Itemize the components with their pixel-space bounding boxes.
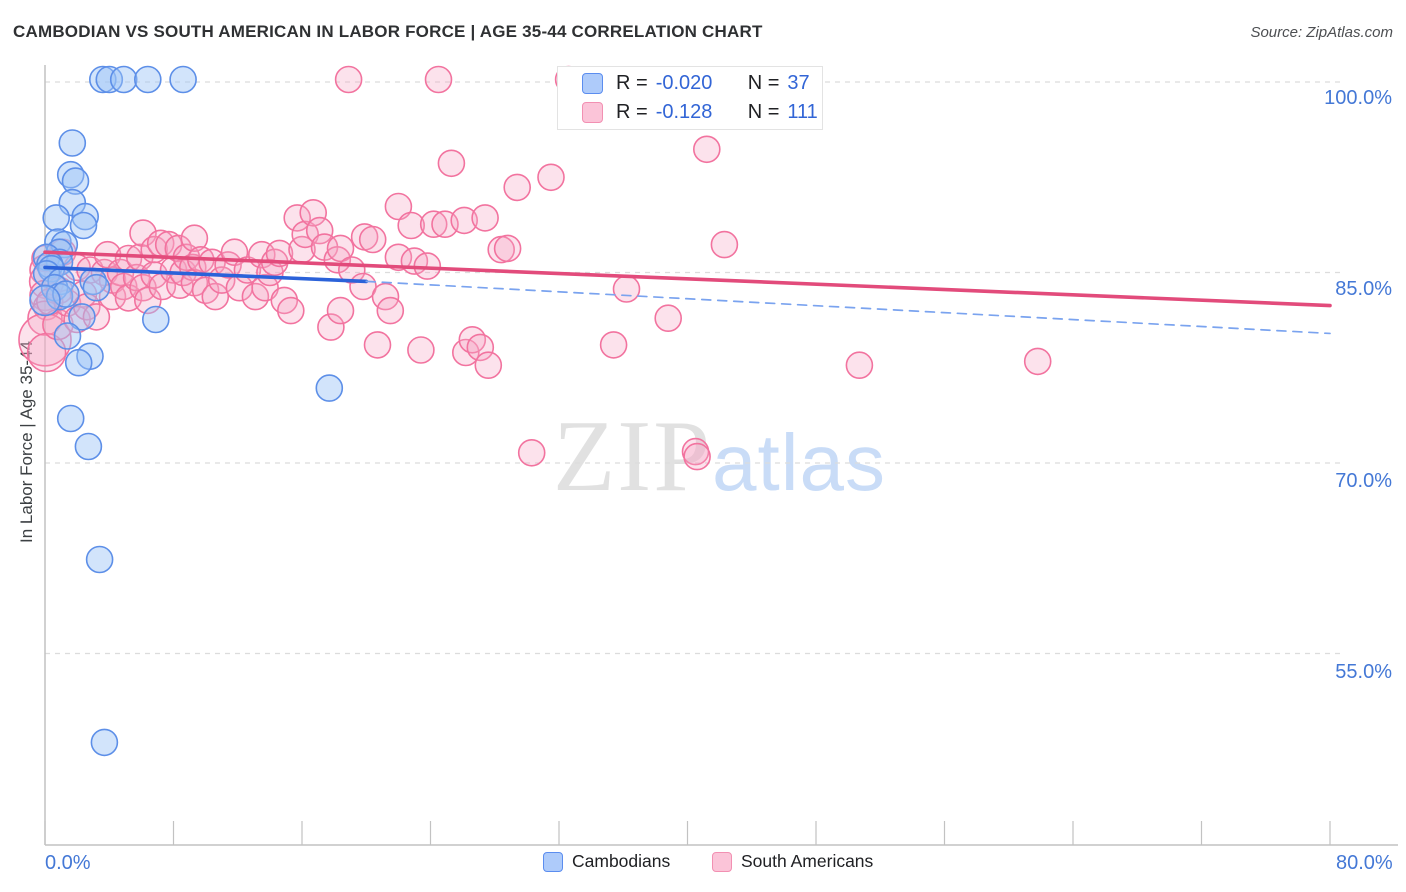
- south-american-data-point[interactable]: [471, 204, 499, 232]
- cambodian-data-point[interactable]: [134, 65, 162, 94]
- south-american-data-point[interactable]: [299, 199, 328, 227]
- n-value-south-americans: 111: [787, 101, 818, 123]
- south-american-data-point[interactable]: [692, 135, 721, 164]
- south-american-data-point[interactable]: [537, 163, 565, 192]
- south-american-data-point[interactable]: [397, 211, 426, 240]
- south-american-data-point[interactable]: [450, 206, 479, 235]
- n-label: N =: [747, 101, 780, 123]
- south-american-data-point[interactable]: [363, 331, 392, 359]
- south-american-data-point[interactable]: [326, 296, 355, 325]
- y-tick-100: 100.0%: [1324, 87, 1392, 109]
- n-value-cambodians: 37: [787, 72, 810, 94]
- cambodian-data-point[interactable]: [64, 348, 93, 377]
- cambodian-data-point[interactable]: [53, 322, 82, 350]
- south-american-data-point[interactable]: [517, 438, 546, 467]
- south-american-data-point[interactable]: [1023, 347, 1052, 376]
- y-tick-55: 55.0%: [1335, 661, 1392, 683]
- south-american-data-point[interactable]: [201, 282, 230, 311]
- south-americans-legend-label: South Americans: [741, 851, 874, 871]
- south-american-data-point[interactable]: [251, 273, 279, 302]
- south-american-data-point[interactable]: [710, 230, 739, 259]
- cambodian-data-point[interactable]: [95, 65, 124, 94]
- cambodian-data-point[interactable]: [109, 65, 138, 94]
- x-tick-max: 80.0%: [1336, 852, 1393, 874]
- south-americans-trend-line: [43, 250, 1332, 308]
- cambodian-data-point[interactable]: [68, 303, 96, 331]
- y-tick-85: 85.0%: [1335, 278, 1392, 300]
- cambodian-data-point[interactable]: [90, 728, 119, 757]
- south-american-data-point[interactable]: [503, 173, 532, 202]
- cambodian-data-point[interactable]: [69, 211, 98, 240]
- south-american-data-point[interactable]: [276, 296, 305, 325]
- cambodians-swatch-icon: [543, 851, 563, 872]
- south-american-data-point[interactable]: [407, 336, 435, 364]
- cambodians-trend-line: [43, 265, 369, 284]
- cambodian-data-point[interactable]: [89, 65, 117, 94]
- south-american-data-point[interactable]: [384, 192, 413, 221]
- south-american-data-point[interactable]: [283, 204, 312, 232]
- cambodian-data-point[interactable]: [315, 374, 344, 402]
- cambodian-data-point[interactable]: [29, 284, 61, 317]
- cambodian-data-point[interactable]: [169, 65, 197, 94]
- legend-row-cambodians: R = -0.020 N = 37: [582, 72, 822, 95]
- south-american-data-point[interactable]: [845, 351, 874, 380]
- south-american-data-point[interactable]: [376, 296, 405, 325]
- cambodian-data-point[interactable]: [56, 404, 85, 433]
- south-american-data-point[interactable]: [317, 313, 345, 341]
- cambodian-data-point[interactable]: [58, 129, 87, 157]
- r-label: R =: [616, 72, 648, 94]
- south-american-data-point[interactable]: [384, 243, 413, 272]
- legend-row-south-americans: R = -0.128 N = 111: [582, 101, 822, 124]
- correlation-stats-legend: R = -0.020 N = 37 R = -0.128 N = 111: [557, 66, 823, 130]
- south-american-data-point[interactable]: [82, 303, 111, 331]
- bottom-legend-south-americans: South Americans: [712, 851, 873, 872]
- cambodian-data-point[interactable]: [82, 273, 111, 302]
- cambodian-data-point[interactable]: [71, 202, 99, 231]
- south-american-data-point[interactable]: [451, 338, 480, 367]
- source-attribution: Source: ZipAtlas.com: [1250, 24, 1393, 41]
- page-title: CAMBODIAN VS SOUTH AMERICAN IN LABOR FOR…: [13, 22, 763, 41]
- south-american-data-point[interactable]: [437, 149, 466, 178]
- cambodian-data-point[interactable]: [85, 545, 114, 574]
- south-american-data-point[interactable]: [493, 234, 522, 263]
- south-american-data-point[interactable]: [683, 442, 711, 471]
- south-american-data-point[interactable]: [458, 325, 487, 354]
- bottom-legend-cambodians: Cambodians: [543, 851, 670, 872]
- south-americans-swatch-icon: [712, 851, 732, 872]
- n-label: N =: [747, 72, 780, 94]
- cambodians-trend-line-projection: [365, 280, 1331, 335]
- south-american-data-point[interactable]: [129, 219, 157, 247]
- cambodian-data-point[interactable]: [61, 167, 90, 195]
- south-american-data-point[interactable]: [305, 216, 334, 245]
- south-american-data-point[interactable]: [474, 351, 503, 380]
- y-tick-70: 70.0%: [1335, 470, 1392, 492]
- south-american-data-point[interactable]: [419, 210, 448, 238]
- cambodian-data-point[interactable]: [142, 305, 170, 334]
- south-americans-swatch-icon: [582, 102, 603, 123]
- south-american-data-point[interactable]: [180, 224, 209, 252]
- x-tick-min: 0.0%: [45, 852, 91, 874]
- r-value-south-americans: -0.128: [655, 101, 713, 123]
- south-american-data-point[interactable]: [612, 275, 641, 303]
- south-american-data-point[interactable]: [164, 234, 193, 263]
- cambodian-data-point[interactable]: [74, 432, 103, 461]
- south-american-data-point[interactable]: [358, 225, 387, 254]
- cambodians-swatch-icon: [582, 73, 603, 94]
- south-american-data-point[interactable]: [654, 304, 683, 333]
- south-american-data-point[interactable]: [326, 234, 355, 263]
- south-american-data-point[interactable]: [466, 333, 495, 362]
- south-american-data-point[interactable]: [599, 331, 628, 359]
- cambodians-legend-label: Cambodians: [572, 851, 671, 871]
- south-american-data-point[interactable]: [334, 65, 363, 94]
- r-label: R =: [616, 101, 648, 123]
- south-american-data-point[interactable]: [424, 65, 453, 94]
- cambodian-data-point[interactable]: [42, 204, 71, 232]
- r-value-cambodians: -0.020: [655, 72, 713, 94]
